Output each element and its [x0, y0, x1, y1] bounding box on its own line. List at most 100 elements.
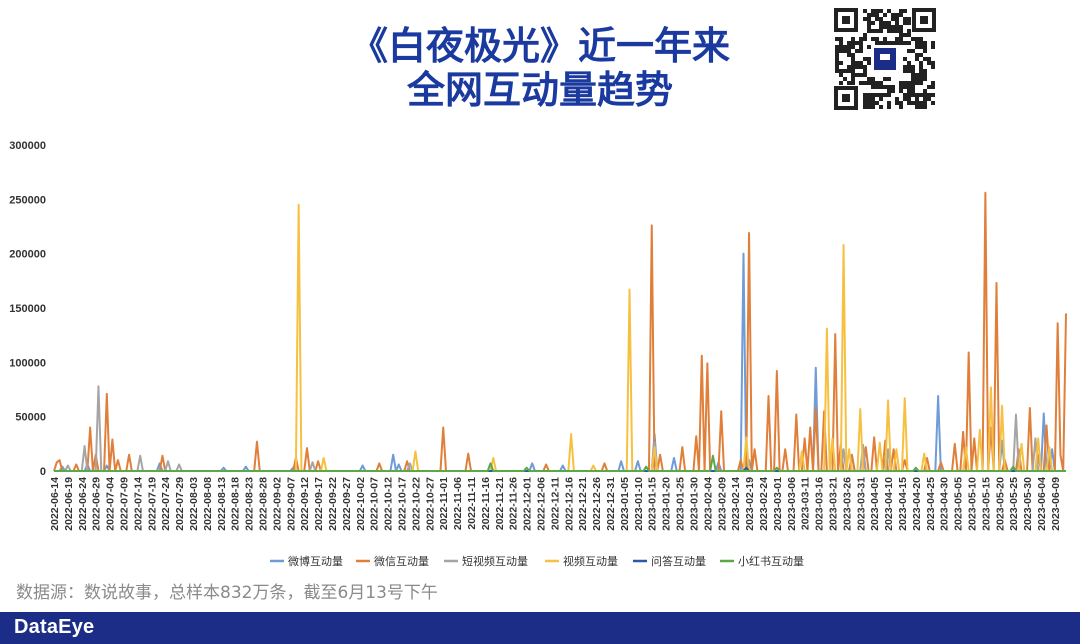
x-tick-label: 2022-08-28 [258, 477, 270, 531]
x-tick-label: 2022-06-29 [91, 477, 103, 531]
x-tick-label: 2022-06-14 [49, 477, 61, 531]
x-tick-label: 2023-03-21 [827, 477, 839, 531]
x-tick-label: 2023-01-10 [633, 477, 645, 531]
legend-label-2: 短视频互动量 [462, 554, 528, 568]
x-tick-label: 2023-03-11 [800, 477, 812, 530]
x-tick-label: 2023-01-05 [619, 477, 631, 531]
x-tick-label: 2022-08-13 [216, 477, 228, 531]
series-line-5 [54, 454, 1066, 472]
series-line-0 [54, 252, 1066, 472]
y-tick-label: 250000 [9, 194, 46, 206]
legend-label-3: 视频互动量 [563, 554, 618, 568]
x-tick-label: 2022-08-03 [188, 477, 200, 531]
x-tick-label: 2022-07-09 [119, 477, 131, 531]
x-tick-label: 2023-03-01 [772, 477, 784, 531]
x-tick-label: 2023-01-30 [688, 477, 700, 531]
x-tick-label: 2022-12-01 [522, 477, 534, 531]
x-tick-label: 2022-07-14 [132, 477, 144, 531]
x-tick-label: 2022-07-04 [105, 477, 117, 531]
x-tick-label: 2022-08-18 [230, 477, 242, 531]
footer-bar: DataEye [0, 612, 1080, 644]
x-tick-label: 2023-02-09 [716, 477, 728, 531]
page-title-line2: 全网互动量趋势 [406, 68, 673, 112]
qr-code-icon [834, 8, 936, 110]
x-tick-label: 2023-04-20 [911, 477, 923, 531]
x-axis: 2022-06-14 2022-06-19 2022-06-24 2022-06-29… [49, 477, 1062, 531]
x-tick-label: 2022-12-16 [563, 477, 575, 531]
x-tick-label: 2023-03-06 [786, 477, 798, 531]
x-tick-label: 2023-05-15 [980, 477, 992, 531]
x-tick-label: 2023-04-05 [869, 477, 881, 531]
legend-label-5: 小红书互动量 [738, 555, 804, 568]
x-tick-label: 2022-09-17 [313, 477, 325, 531]
legend-label-4: 问答互动量 [651, 554, 706, 568]
y-tick-label: 300000 [9, 140, 46, 152]
line-chart: 0 50000 100000 150000 200000 250000 300000 202… [9, 140, 1067, 568]
x-tick-label: 2022-11-26 [508, 477, 520, 530]
x-tick-label: 2023-05-30 [1022, 477, 1034, 531]
data-source-note: 数据源：数说故事，总样本832万条，截至6月13号下午 [16, 583, 438, 603]
series-lines [53, 191, 1067, 472]
y-tick-label: 200000 [9, 249, 46, 261]
x-tick-label: 2023-05-20 [994, 477, 1006, 531]
x-tick-label: 2022-11-16 [480, 477, 492, 530]
x-tick-label: 2022-09-22 [327, 477, 339, 531]
x-tick-label: 2023-05-25 [1008, 477, 1020, 531]
x-tick-label: 2022-10-07 [369, 477, 381, 531]
x-tick-label: 2023-04-30 [939, 477, 951, 531]
x-tick-label: 2023-04-15 [897, 477, 909, 531]
series-line-2 [54, 385, 1066, 472]
x-tick-label: 2022-11-21 [494, 477, 506, 530]
x-tick-label: 2023-05-10 [966, 477, 978, 531]
x-tick-label: 2023-03-31 [855, 477, 867, 531]
x-tick-label: 2022-07-19 [146, 477, 158, 531]
x-tick-label: 2022-12-21 [577, 477, 589, 531]
x-tick-label: 2022-11-06 [452, 477, 464, 530]
x-tick-label: 2022-11-01 [438, 477, 450, 530]
legend-label-1: 微信互动量 [374, 554, 429, 568]
page-title-line1: 《白夜极光》近一年来 [349, 24, 730, 68]
x-tick-label: 2022-11-11 [466, 477, 478, 530]
x-tick-label: 2023-02-24 [758, 477, 770, 531]
x-tick-label: 2022-10-12 [383, 477, 395, 531]
x-tick-label: 2023-03-26 [841, 477, 853, 531]
x-tick-label: 2022-09-02 [271, 477, 283, 531]
x-tick-label: 2022-07-29 [174, 477, 186, 531]
x-tick-label: 2022-09-12 [299, 477, 311, 531]
x-tick-label: 2022-10-27 [424, 477, 436, 531]
x-tick-label: 2022-10-02 [355, 477, 367, 531]
x-tick-label: 2023-04-10 [883, 477, 895, 531]
y-tick-label: 50000 [15, 412, 46, 424]
x-tick-label: 2022-10-22 [410, 477, 422, 531]
brand-logo: DataEye [14, 616, 95, 638]
x-tick-label: 2022-08-23 [244, 477, 256, 531]
x-tick-label: 2023-06-04 [1036, 477, 1048, 531]
y-tick-label: 100000 [9, 357, 46, 369]
x-tick-label: 2023-02-14 [730, 477, 742, 531]
x-tick-label: 2023-03-16 [814, 477, 826, 531]
x-tick-label: 2022-12-06 [536, 477, 548, 531]
legend: 微博互动量 微信互动量 短视频互动量 视频互动量 问答互动量 小红书互动量 [270, 554, 804, 568]
x-tick-label: 2023-01-15 [647, 477, 659, 531]
x-tick-label: 2022-07-24 [160, 477, 172, 531]
x-tick-label: 2022-10-17 [397, 477, 409, 531]
x-tick-label: 2023-04-25 [925, 477, 937, 531]
legend-label-0: 微博互动量 [288, 554, 343, 568]
y-axis: 0 50000 100000 150000 200000 250000 300000 [9, 140, 46, 478]
x-tick-label: 2023-02-19 [744, 477, 756, 531]
x-tick-label: 2022-06-24 [77, 477, 89, 531]
x-tick-label: 2023-01-20 [661, 477, 673, 531]
x-tick-label: 2022-12-31 [605, 477, 617, 531]
x-tick-label: 2023-02-04 [702, 477, 714, 531]
series-line-3 [54, 203, 1066, 472]
x-tick-label: 2023-01-25 [675, 477, 687, 531]
x-tick-label: 2023-05-05 [953, 477, 965, 531]
x-tick-label: 2022-09-07 [285, 477, 297, 531]
x-tick-label: 2022-09-27 [341, 477, 353, 531]
y-tick-label: 150000 [9, 303, 46, 315]
y-tick-label: 0 [40, 466, 46, 478]
x-tick-label: 2022-12-26 [591, 477, 603, 531]
x-tick-label: 2022-06-19 [63, 477, 75, 531]
x-tick-label: 2023-06-09 [1050, 477, 1062, 531]
x-tick-label: 2022-12-11 [549, 477, 561, 530]
